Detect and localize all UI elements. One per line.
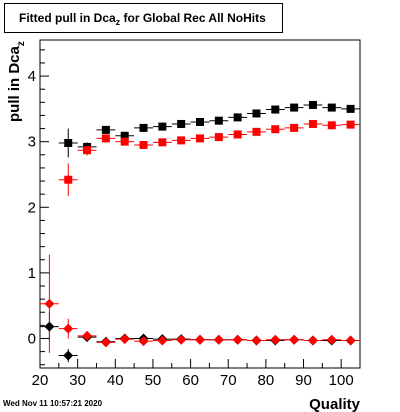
x-tick-label: 60	[182, 372, 199, 389]
data-point-diamond	[176, 334, 187, 345]
data-point-diamond	[232, 334, 243, 345]
data-point-square	[158, 122, 167, 131]
data-point-square	[252, 127, 261, 136]
data-point-diamond	[44, 298, 55, 309]
data-point-diamond	[100, 337, 111, 348]
data-point-diamond	[157, 335, 168, 346]
data-point-diamond	[138, 336, 149, 347]
x-tick-label: 90	[295, 372, 312, 389]
x-tick-label: 50	[145, 372, 162, 389]
y-tick-label: 2	[28, 199, 36, 216]
data-point-square	[271, 105, 280, 114]
x-tick-label: 100	[329, 372, 354, 389]
x-tick-label: 20	[32, 372, 49, 389]
timestamp: Wed Nov 11 10:57:21 2020	[3, 399, 103, 408]
data-point-square	[252, 109, 261, 118]
data-point-square	[83, 146, 92, 155]
data-point-square	[214, 116, 223, 125]
data-point-diamond	[213, 334, 224, 345]
data-point-square	[308, 119, 317, 128]
x-axis-label: Quality	[309, 396, 361, 412]
chart-title-subscript: z	[115, 17, 121, 27]
y-tick-label: 1	[28, 265, 36, 282]
data-point-square	[101, 134, 110, 143]
data-point-diamond	[326, 334, 337, 345]
data-point-square	[271, 125, 280, 134]
data-point-square	[139, 140, 148, 149]
data-point-diamond	[270, 334, 281, 345]
y-tick-label: 3	[28, 134, 36, 151]
data-point-square	[177, 119, 186, 128]
x-tick-label: 30	[69, 372, 86, 389]
plot-frame	[39, 39, 361, 369]
data-point-square	[64, 175, 73, 184]
x-tick-label: 70	[220, 372, 237, 389]
x-tick-label: 80	[258, 372, 275, 389]
y-tick-label: 4	[28, 68, 36, 85]
data-point-square	[290, 103, 299, 112]
data-point-diamond	[251, 335, 262, 346]
data-point-diamond	[82, 330, 93, 341]
data-point-square	[120, 131, 129, 140]
data-point-square	[233, 113, 242, 122]
data-point-square	[327, 103, 336, 112]
data-point-square	[101, 125, 110, 134]
y-axis-label: pull in Dcaz	[6, 41, 27, 122]
data-point-square	[327, 121, 336, 130]
data-point-square	[214, 133, 223, 142]
data-point-diamond	[289, 334, 300, 345]
data-point-square	[177, 136, 186, 145]
data-point-square	[346, 120, 355, 129]
data-point-square	[139, 123, 148, 132]
chart-title: Fitted pull in Dcaz for Global Rec All N…	[4, 3, 283, 33]
data-point-square	[233, 130, 242, 139]
data-point-diamond	[307, 335, 318, 346]
data-point-square	[64, 138, 73, 147]
chart-title-rest: for Global Rec All NoHits	[120, 11, 266, 25]
data-point-diamond	[63, 323, 74, 334]
data-point-square	[196, 118, 204, 126]
data-point-diamond	[119, 334, 130, 345]
x-tick-label: 40	[107, 372, 124, 389]
data-point-diamond	[345, 335, 356, 346]
data-point-square	[346, 104, 355, 113]
data-point-square	[308, 100, 317, 109]
data-point-square	[158, 138, 167, 147]
data-point-diamond	[44, 321, 55, 332]
data-point-diamond	[63, 350, 74, 361]
y-tick-label: 0	[28, 330, 36, 347]
data-point-square	[120, 137, 129, 146]
data-point-square	[290, 123, 299, 132]
data-point-diamond	[195, 334, 205, 345]
chart-title-main: Fitted pull in Dca	[19, 11, 116, 25]
data-point-square	[196, 134, 204, 143]
